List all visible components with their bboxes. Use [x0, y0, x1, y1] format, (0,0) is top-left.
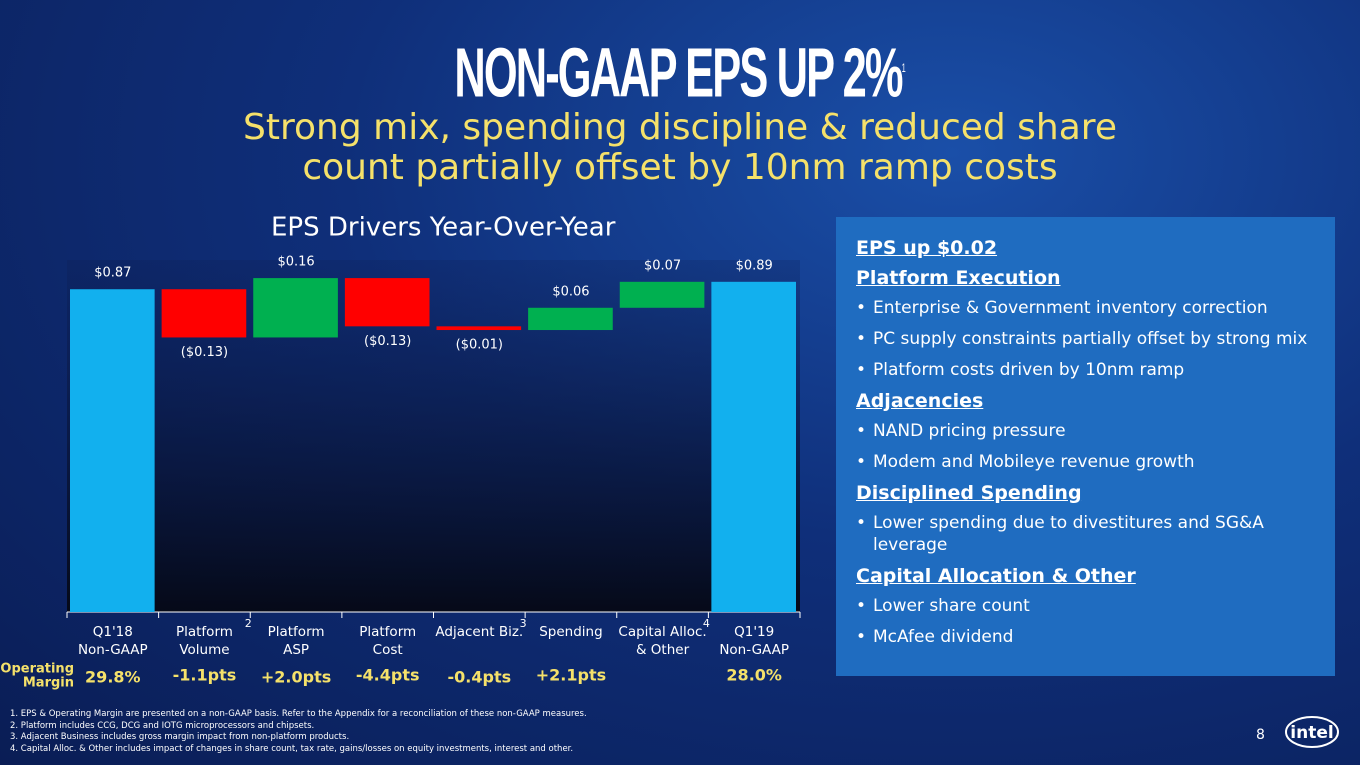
category-note: 2 [245, 617, 252, 630]
operating-margin-label: Operating [0, 662, 74, 677]
panel-bullet: • Enterprise & Government inventory corre… [856, 298, 1268, 318]
bar [711, 281, 796, 612]
subtitle-line: Strong mix, spending discipline & reduce… [243, 107, 1117, 148]
x-tick-label: Adjacent Biz. [435, 624, 523, 640]
category-note: 4 [703, 617, 710, 630]
x-tick-label: ASP [283, 642, 309, 658]
footnotes: 1. EPS & Operating Margin are presented … [10, 709, 587, 755]
operating-margin-value: 29.8% [85, 668, 141, 687]
chart: EPS Drivers Year-Over-Year $0.87 Q1'18 Non… [0, 213, 801, 691]
logo: intel [1285, 716, 1339, 748]
panel-bullet-text: Platform costs driven by 10nm ramp [873, 360, 1185, 380]
bar [70, 289, 155, 612]
value-label: $0.87 [94, 266, 131, 281]
x-tick-label: Cost [373, 642, 403, 658]
footnote: 1. EPS & Operating Margin are presented … [10, 709, 587, 719]
category-note: 3 [520, 617, 527, 630]
value-label: ($0.13) [364, 334, 411, 349]
bar [253, 278, 338, 338]
value-label: $0.89 [736, 258, 773, 273]
x-tick-label: Non-GAAP [719, 642, 789, 658]
panel-bullet-text: Lower share count [873, 596, 1030, 616]
title: NON-GAAP EPS UP 2%1 [0, 28, 1360, 112]
x-tick-label: & Other [636, 642, 690, 658]
panel-bullet-text: McAfee dividend [873, 627, 1014, 647]
operating-margin-value: 28.0% [726, 666, 782, 685]
value-label: $0.06 [552, 284, 589, 299]
x-tick-label: Spending [539, 624, 602, 640]
panel-heading: Disciplined Spending [856, 482, 1082, 504]
value-label: ($0.13) [181, 345, 228, 360]
operating-margin-label: Margin [23, 676, 74, 691]
x-tick-label: Capital Alloc. [618, 624, 706, 640]
operating-margin-value: -0.4pts [448, 668, 512, 687]
panel-heading: EPS up $0.02 [856, 237, 998, 259]
chart-title: EPS Drivers Year-Over-Year [271, 213, 616, 243]
operating-margin-value: +2.0pts [261, 668, 331, 687]
page-number: 8 [1256, 727, 1265, 743]
x-tick-label: Non-GAAP [78, 642, 148, 658]
operating-margin-value: -1.1pts [173, 666, 237, 685]
bar [344, 278, 430, 327]
panel-bullet: • NAND pricing pressure [856, 421, 1066, 441]
panel-bullet: • McAfee dividend [856, 627, 1014, 647]
title-note: 1 [901, 61, 906, 75]
x-tick-label: Platform [359, 624, 416, 640]
panel-bullet: • PC supply constraints partially offset … [856, 329, 1308, 349]
info-panel: EPS up $0.02 Platform Execution • Enterpris… [836, 217, 1335, 676]
panel-bullet-text: PC supply constraints partially offset b… [873, 329, 1308, 349]
panel-bullet-text: Enterprise & Government inventory correc… [873, 298, 1268, 318]
footnote: 4. Capital Alloc. & Other includes impac… [10, 743, 574, 754]
x-tick-label: Q1'18 [93, 624, 133, 640]
bar [436, 326, 522, 331]
panel-bullet: • Platform costs driven by 10nm ramp [856, 360, 1185, 380]
operating-margin-value: -4.4pts [356, 666, 420, 685]
panel-bullet: • Lower spending due to divestitures and … [856, 513, 1264, 555]
panel-bullet-text: NAND pricing pressure [873, 421, 1066, 441]
bar [619, 281, 705, 308]
x-tick-label: Q1'19 [734, 624, 774, 640]
subtitle-line: count partially offset by 10nm ramp cost… [302, 147, 1058, 188]
x-tick-label: Platform [268, 624, 325, 640]
panel-bullet: • Modem and Mobileye revenue growth [856, 452, 1195, 472]
bar [528, 307, 613, 331]
value-label: $0.07 [644, 258, 681, 273]
panel-bullet: • Lower share count [856, 596, 1030, 616]
subtitle: Strong mix, spending discipline & reduce… [0, 108, 1360, 188]
logo-text: intel [1290, 723, 1333, 743]
panel-heading: Platform Execution [856, 267, 1061, 289]
panel-bullet-text: Lower spending due to divestitures and S… [873, 513, 1264, 555]
x-tick-label: Platform [176, 624, 233, 640]
operating-margin-value: +2.1pts [536, 666, 606, 685]
panel-heading: Adjacencies [856, 390, 984, 412]
footnote: 2. Platform includes CCG, DCG and IOTG m… [10, 720, 315, 731]
footnote: 3. Adjacent Business includes gross marg… [10, 732, 350, 742]
value-label: $0.16 [277, 255, 314, 270]
bar [161, 289, 247, 338]
x-tick-label: Volume [179, 642, 229, 658]
value-label: ($0.01) [456, 338, 503, 353]
panel-bullet-text: Modem and Mobileye revenue growth [873, 452, 1195, 472]
panel-heading: Capital Allocation & Other [856, 565, 1136, 587]
title-text: NON-GAAP EPS UP 2% [454, 33, 903, 112]
